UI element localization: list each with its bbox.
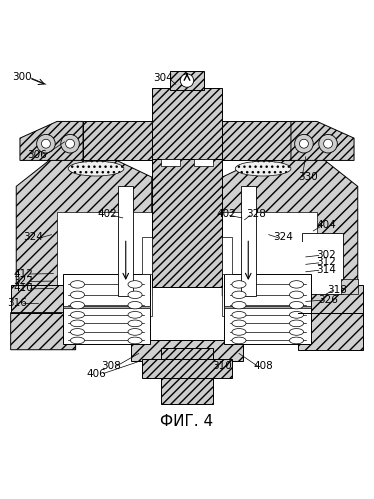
Text: 310: 310 <box>212 361 232 371</box>
Ellipse shape <box>232 311 246 318</box>
Ellipse shape <box>289 301 304 309</box>
Text: 322: 322 <box>13 276 33 286</box>
Circle shape <box>300 139 309 148</box>
Bar <box>194 159 213 166</box>
Ellipse shape <box>128 320 142 327</box>
Ellipse shape <box>70 320 85 327</box>
Polygon shape <box>298 312 363 350</box>
Text: 306: 306 <box>27 150 46 160</box>
Ellipse shape <box>232 320 246 327</box>
Bar <box>131 340 243 361</box>
Text: 406: 406 <box>86 369 106 379</box>
Text: 326: 326 <box>318 294 338 304</box>
Ellipse shape <box>232 280 246 288</box>
Text: 402: 402 <box>216 209 236 219</box>
Bar <box>62 305 150 308</box>
Ellipse shape <box>289 280 304 288</box>
Ellipse shape <box>289 320 304 327</box>
Circle shape <box>61 134 79 153</box>
Bar <box>222 237 232 273</box>
Circle shape <box>180 74 194 87</box>
Polygon shape <box>222 159 358 296</box>
Bar <box>224 307 312 344</box>
Ellipse shape <box>128 280 142 288</box>
Ellipse shape <box>232 291 246 298</box>
Bar <box>142 359 232 378</box>
Polygon shape <box>16 159 152 296</box>
Ellipse shape <box>128 291 142 298</box>
Ellipse shape <box>128 337 142 344</box>
Text: 410: 410 <box>13 283 33 293</box>
Ellipse shape <box>70 291 85 298</box>
Text: 330: 330 <box>298 172 318 182</box>
Circle shape <box>319 134 337 153</box>
Ellipse shape <box>128 301 142 309</box>
Ellipse shape <box>70 337 85 344</box>
Ellipse shape <box>289 291 304 298</box>
Text: 404: 404 <box>316 221 336 231</box>
Ellipse shape <box>70 280 85 288</box>
Ellipse shape <box>289 328 304 335</box>
Bar <box>161 348 213 404</box>
Ellipse shape <box>68 161 124 176</box>
Text: 302: 302 <box>316 250 336 260</box>
Ellipse shape <box>235 161 291 176</box>
Circle shape <box>37 134 55 153</box>
Bar <box>170 71 204 90</box>
Bar <box>152 159 222 286</box>
Text: 324: 324 <box>23 232 43 242</box>
Polygon shape <box>341 279 358 294</box>
Bar <box>57 213 152 316</box>
Ellipse shape <box>289 311 304 318</box>
Ellipse shape <box>289 337 304 344</box>
Ellipse shape <box>70 328 85 335</box>
Polygon shape <box>11 312 76 350</box>
Circle shape <box>42 139 50 148</box>
Bar <box>142 237 152 273</box>
Ellipse shape <box>128 328 142 335</box>
Ellipse shape <box>70 311 85 318</box>
Bar <box>152 88 222 159</box>
Bar <box>118 187 133 296</box>
Text: 324: 324 <box>273 232 294 242</box>
Circle shape <box>295 134 313 153</box>
Ellipse shape <box>232 337 246 344</box>
Text: 300: 300 <box>12 72 32 82</box>
Text: 312: 312 <box>316 257 336 267</box>
Circle shape <box>324 139 332 148</box>
Ellipse shape <box>232 301 246 309</box>
Bar <box>241 187 256 296</box>
Text: 408: 408 <box>253 361 273 371</box>
Bar <box>298 285 363 312</box>
Bar <box>302 233 343 294</box>
Text: 318: 318 <box>327 285 347 295</box>
Bar <box>83 121 291 160</box>
Bar <box>222 213 317 316</box>
Bar <box>161 159 180 166</box>
Text: 316: 316 <box>7 298 27 308</box>
Ellipse shape <box>128 311 142 318</box>
Ellipse shape <box>232 328 246 335</box>
Bar <box>302 242 341 290</box>
Circle shape <box>65 139 74 148</box>
Text: 412: 412 <box>13 268 33 278</box>
Text: 308: 308 <box>101 361 121 371</box>
Bar <box>11 285 76 312</box>
Bar <box>62 307 150 344</box>
Polygon shape <box>20 121 83 160</box>
Text: 304: 304 <box>153 73 173 83</box>
Polygon shape <box>291 121 354 160</box>
Text: ФИГ. 4: ФИГ. 4 <box>160 414 214 429</box>
Bar <box>62 273 150 307</box>
Bar <box>224 305 312 308</box>
Text: 402: 402 <box>97 209 117 219</box>
Text: 314: 314 <box>316 265 336 275</box>
Text: 328: 328 <box>246 209 266 219</box>
Ellipse shape <box>70 301 85 309</box>
Bar <box>224 273 312 307</box>
